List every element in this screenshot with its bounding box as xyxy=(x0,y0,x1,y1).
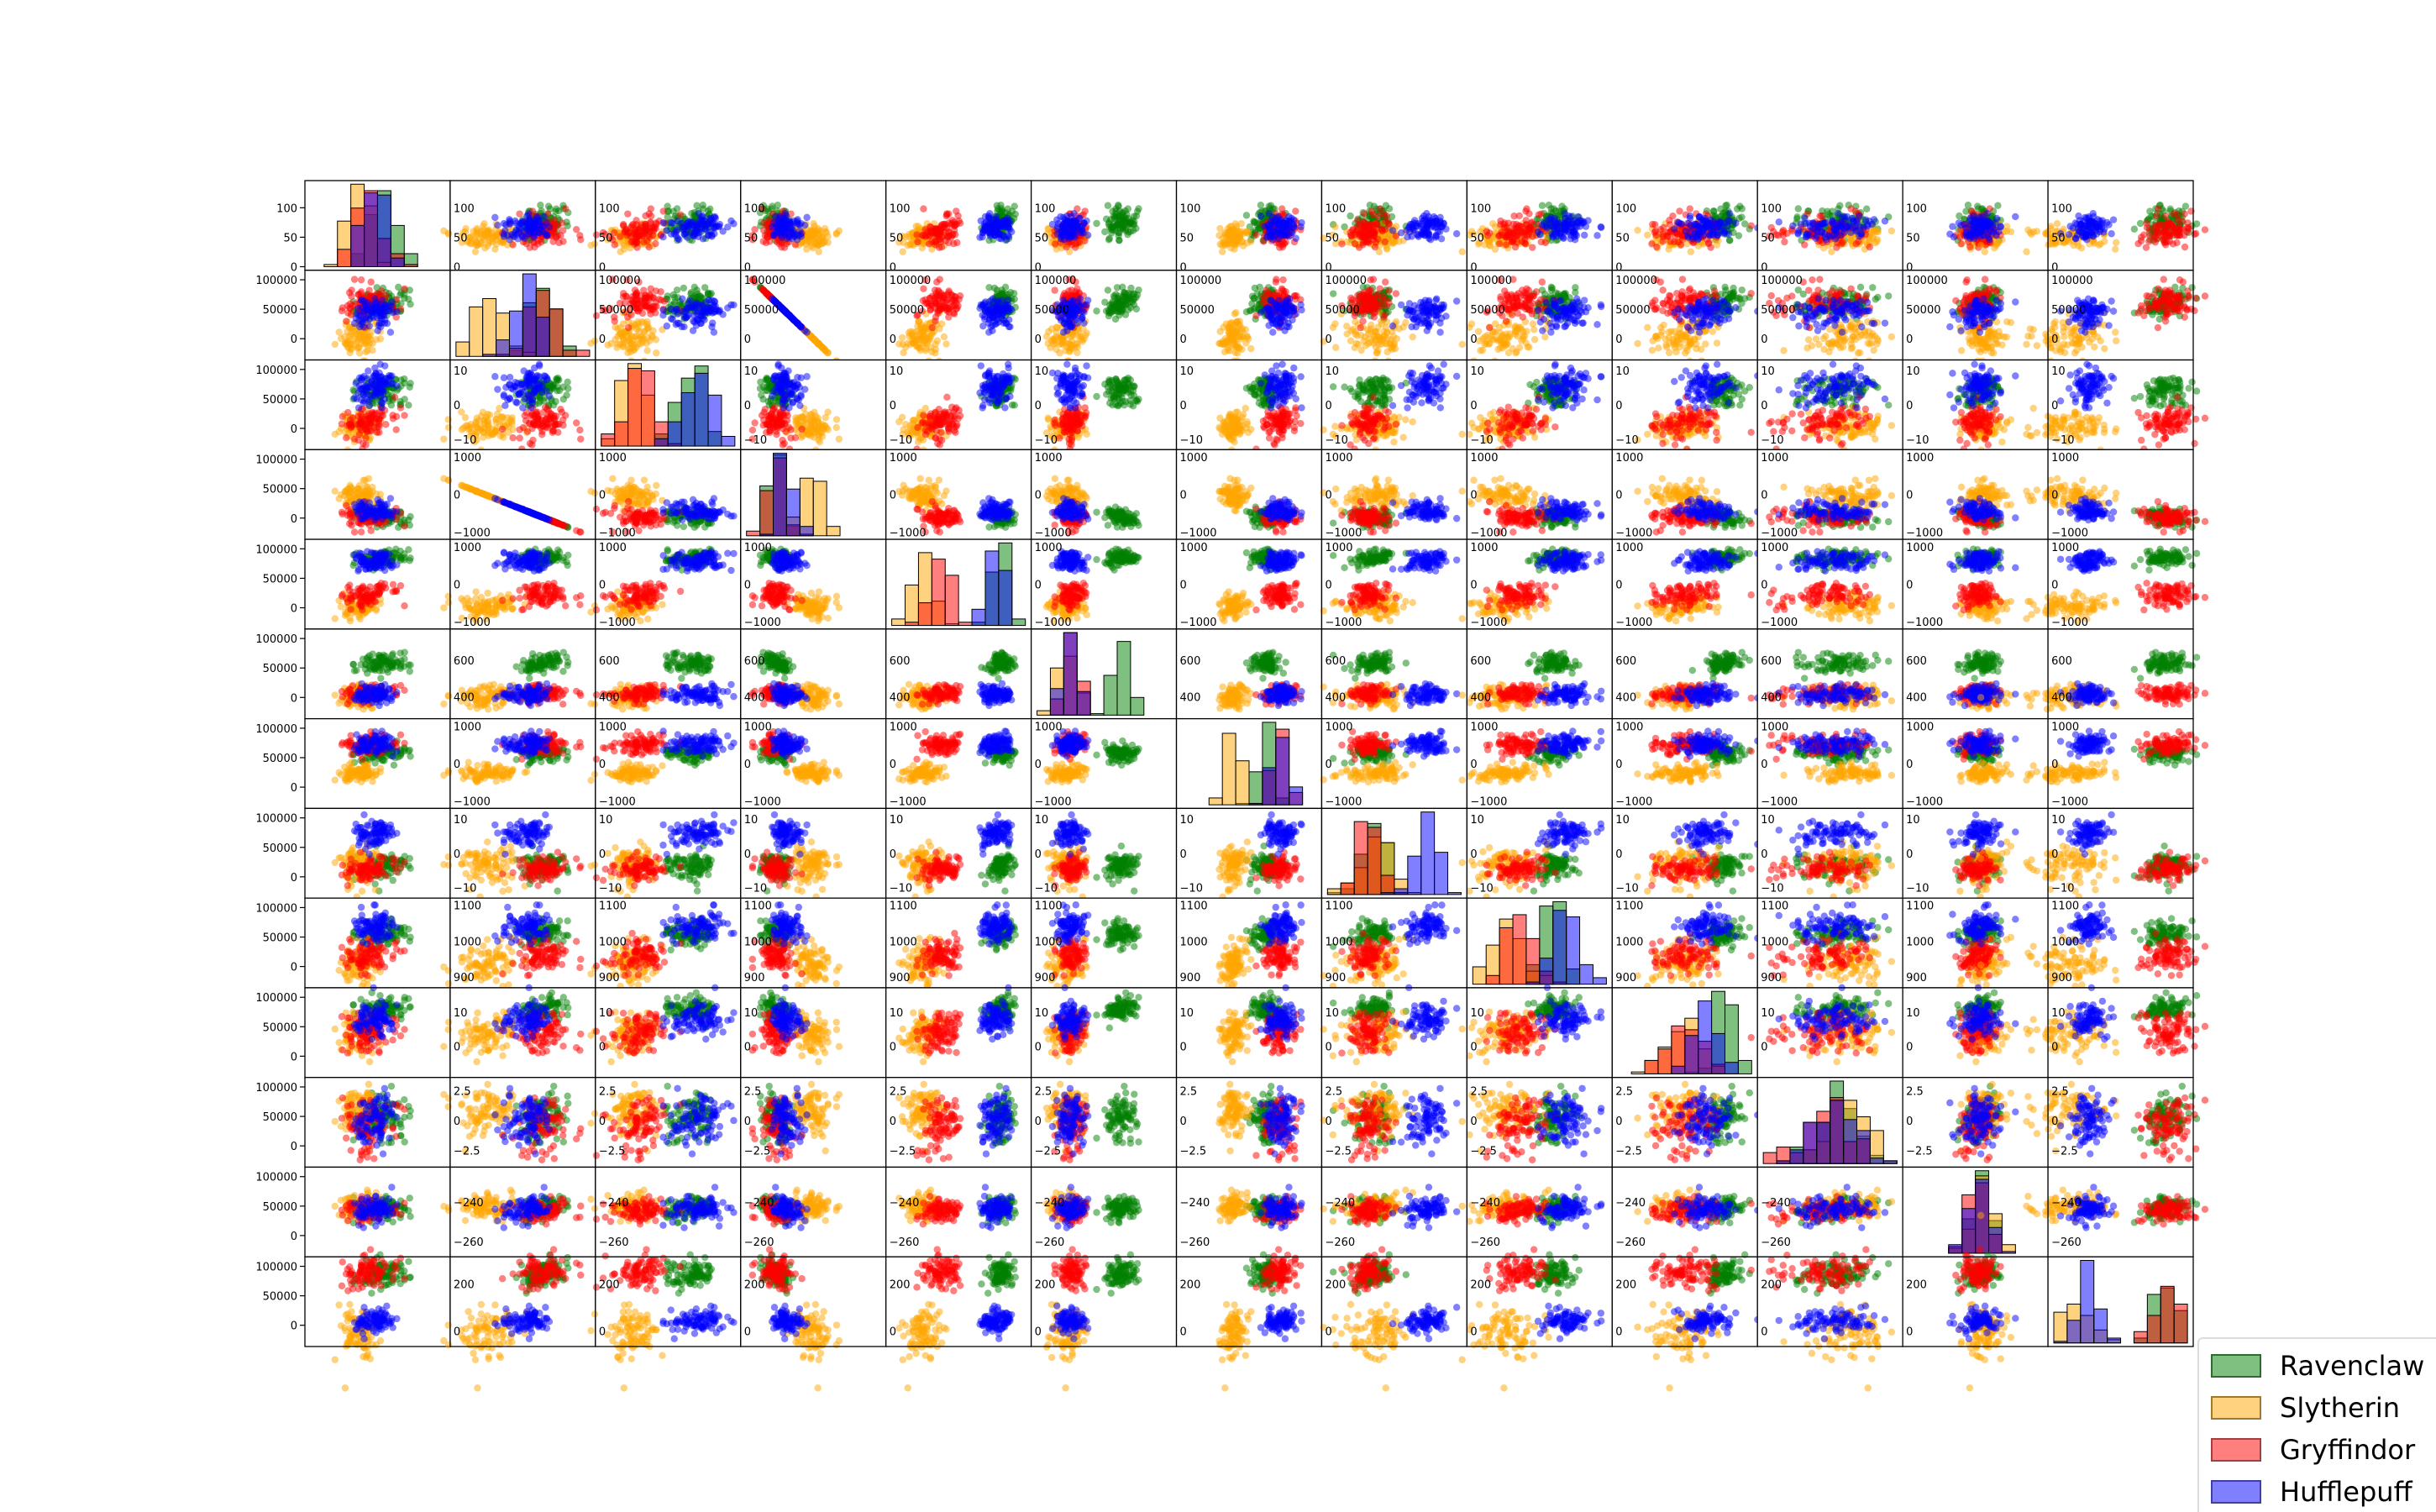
tick-label: 50 xyxy=(454,232,468,244)
scatter-point xyxy=(536,220,543,227)
scatter-point xyxy=(531,244,538,250)
histogram-bar xyxy=(365,193,378,267)
histogram-bar xyxy=(338,249,351,267)
histogram-bar xyxy=(391,258,404,266)
scatter-point xyxy=(481,244,488,251)
histogram-bar xyxy=(404,265,417,267)
scatter-point xyxy=(537,202,543,208)
scatter-point xyxy=(587,242,594,249)
scatter-point xyxy=(480,220,487,227)
scatter-point xyxy=(485,230,491,237)
tick-label: 100 xyxy=(454,202,475,215)
scatter-point xyxy=(700,202,706,208)
scatter-point xyxy=(516,210,522,217)
scatter-point xyxy=(573,226,580,233)
scatter-point xyxy=(506,216,512,223)
scatter-point xyxy=(527,223,533,229)
scatter-point xyxy=(494,222,501,228)
scatter-point xyxy=(491,214,498,221)
scatter-point xyxy=(562,205,569,212)
histogram-bar xyxy=(324,265,338,267)
subplot-r0-c0 xyxy=(305,181,450,270)
histogram-bar xyxy=(351,225,365,266)
scatter-point xyxy=(525,210,532,217)
scatter-point xyxy=(506,236,512,243)
scatter-point xyxy=(693,202,700,209)
scatter-point xyxy=(555,239,562,246)
scatter-point xyxy=(538,239,544,245)
scatter-point xyxy=(445,229,452,236)
scatter-point xyxy=(519,218,526,224)
scatter-point xyxy=(674,205,680,212)
scatter-point xyxy=(493,240,500,247)
scatter-point xyxy=(513,231,520,238)
scatter-point xyxy=(577,236,584,243)
histogram-bar xyxy=(377,195,391,266)
scatter-point xyxy=(472,230,479,237)
scatter-point xyxy=(539,228,546,234)
scatter-point xyxy=(472,238,479,244)
scatter-point xyxy=(472,248,479,255)
scatter-point xyxy=(501,227,508,234)
